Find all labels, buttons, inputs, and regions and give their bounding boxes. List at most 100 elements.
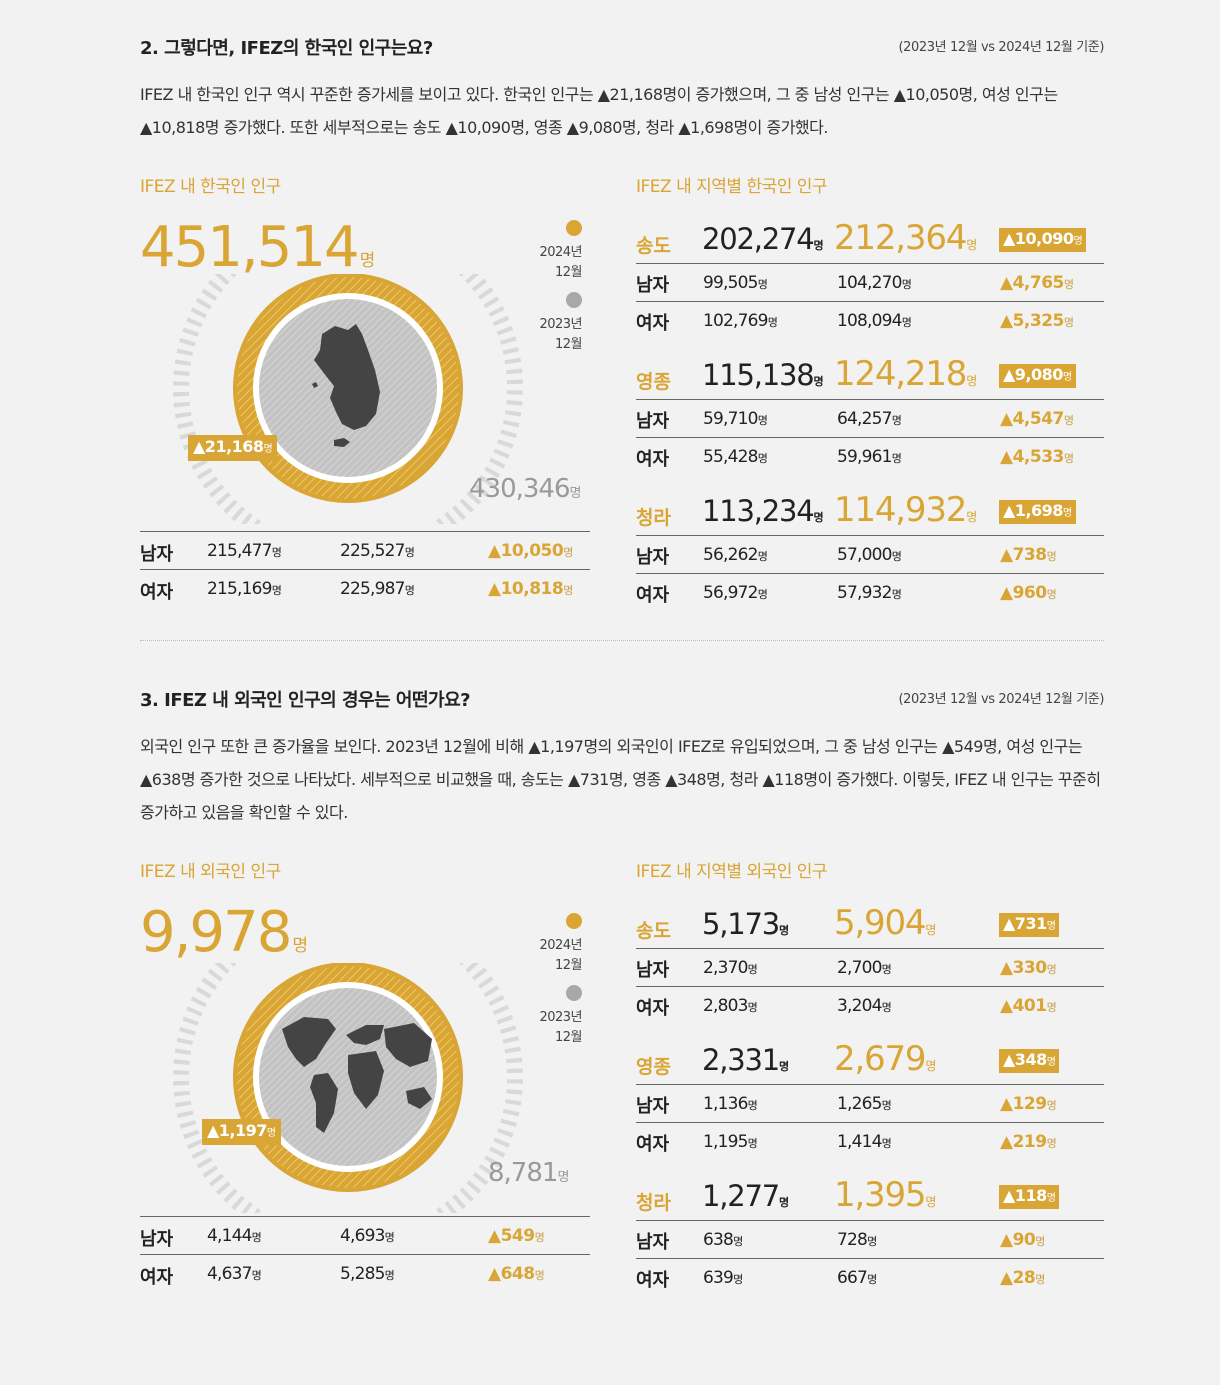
legend-dot-2023 [566,292,582,308]
region-delta-badge: ▲1,698명 [999,500,1076,524]
region-value-2023: 202,274명 [702,222,824,256]
region-gender-row: 여자 56,972명 57,932명 ▲960명 [636,574,1104,612]
region-value-2024: 5,904명 [834,903,937,943]
unit: 명 [779,1196,790,1209]
region-gender-row: 남자 56,262명 57,000명 ▲738명 [636,536,1104,574]
value-delta: ▲4,547명 [1000,409,1074,429]
value-2024: 104,270명 [837,273,912,293]
unit: 명 [747,1137,758,1150]
value-delta: ▲10,818명 [488,579,574,599]
unit: 명 [881,1099,892,1112]
unit: 명 [534,1231,545,1244]
unit: 명 [867,1235,878,1248]
unit: 명 [563,584,574,597]
unit: 명 [1063,316,1074,329]
unit: 명 [251,1269,262,1282]
region-delta-badge: ▲9,080명 [999,364,1076,388]
unit: 명 [1046,588,1057,601]
gender-label: 여자 [140,1267,174,1288]
unit: 명 [867,1273,878,1286]
unit: 명 [271,584,282,597]
value-2023: 215,169명 [207,579,282,599]
region-name: 영종 [636,371,671,393]
unit: 명 [813,511,824,524]
unit: 명 [925,1195,937,1209]
korean-total-block: IFEZ 내 한국인 인구 451,514 명 2024년 12월 2023년 1… [140,172,590,612]
gender-label: 남자 [636,275,670,296]
foreign-region-label: IFEZ 내 지역별 외국인 인구 [636,862,828,882]
value-2024: 225,527명 [340,541,415,561]
unit: 명 [779,924,790,937]
unit: 명 [563,546,574,559]
value-2023: 638명 [703,1230,744,1250]
region-name: 송도 [636,235,671,257]
gender-label: 남자 [636,1232,670,1253]
gender-label: 여자 [636,1134,670,1155]
value-2024: 1,265명 [837,1094,892,1114]
region-group: 영종 115,138명 124,218명 ▲9,080명 남자 59,710명 64,257… [636,352,1104,476]
value-delta: ▲129명 [1000,1094,1057,1114]
unit: 명 [901,278,912,291]
unit: 명 [925,923,937,937]
foreign-region-block: IFEZ 내 지역별 외국인 인구 송도 5,173명 5,904명 ▲731명 남자 2… [636,857,1104,1297]
ring-outline [233,963,463,1192]
value-2024: 108,094명 [837,311,912,331]
legend-previous: 2023년 12월 [520,985,582,1048]
value-2024: 4,693명 [340,1226,395,1246]
region-name: 청라 [636,507,671,529]
korean-total-value: 451,514 명 [140,215,376,280]
region-gender-row: 남자 638명 728명 ▲90명 [636,1221,1104,1259]
value-delta: ▲5,325명 [1000,311,1074,331]
value-2023: 215,477명 [207,541,282,561]
unit: 명 [813,375,824,388]
unit: 명 [966,374,978,388]
unit: 명 [1046,921,1056,932]
value-2024: 59,961명 [837,447,902,467]
region-name: 청라 [636,1192,671,1214]
tick-mask [170,963,533,1213]
unit: 명 [1046,1099,1057,1112]
unit: 명 [1046,1001,1057,1014]
unit: 명 [757,588,768,601]
inner-disc [259,988,437,1166]
unit: 명 [1046,550,1057,563]
value-2023: 639명 [703,1268,744,1288]
unit: 명 [1062,508,1072,519]
unit: 명 [733,1235,744,1248]
value-delta: ▲738명 [1000,545,1057,565]
region-name: 영종 [636,1056,671,1078]
region-header: 송도 5,173명 5,904명 ▲731명 [636,901,1104,949]
value-2024: 57,000명 [837,545,902,565]
unit: 명 [404,546,415,559]
korean-gender-table: 남자 215,477명 225,527명 ▲10,050명 여자 215,169명 225,… [140,531,590,608]
prev-tick-arc [171,274,525,524]
unit: 명 [251,1231,262,1244]
region-gender-row: 남자 2,370명 2,700명 ▲330명 [636,949,1104,987]
gender-label: 여자 [140,582,174,603]
unit: 명 [891,588,902,601]
section-korean-population: 2. 그렇다면, IFEZ의 한국인 인구는요? (2023년 12월 vs 2… [140,30,1104,144]
gender-row: 여자 215,169명 225,987명 ▲10,818명 [140,570,590,608]
tick-mask [170,274,533,524]
legend-dot-2024 [566,913,582,929]
unit: 명 [1073,236,1083,247]
value-2023: 56,972명 [703,583,768,603]
unit: 명 [747,1099,758,1112]
unit: 명 [733,1273,744,1286]
gender-label: 여자 [636,998,670,1019]
ring-ticks-gray [171,274,525,524]
region-name: 송도 [636,920,671,942]
region-header: 청라 1,277명 1,395명 ▲118명 [636,1173,1104,1221]
korean-region-label: IFEZ 내 지역별 한국인 인구 [636,177,828,197]
region-gender-row: 남자 99,505명 104,270명 ▲4,765명 [636,264,1104,302]
value-2024: 2,700명 [837,958,892,978]
section-title: 3. IFEZ 내 외국인 인구의 경우는 어떤가요? [140,690,471,711]
legend-previous: 2023년 12월 [520,292,582,355]
unit: 명 [881,1001,892,1014]
unit: 명 [966,238,978,252]
value-2023: 102,769명 [703,311,778,331]
region-gender-row: 여자 102,769명 108,094명 ▲5,325명 [636,302,1104,340]
gender-row: 남자 4,144명 4,693명 ▲549명 [140,1217,590,1255]
unit: 명 [1035,1273,1046,1286]
